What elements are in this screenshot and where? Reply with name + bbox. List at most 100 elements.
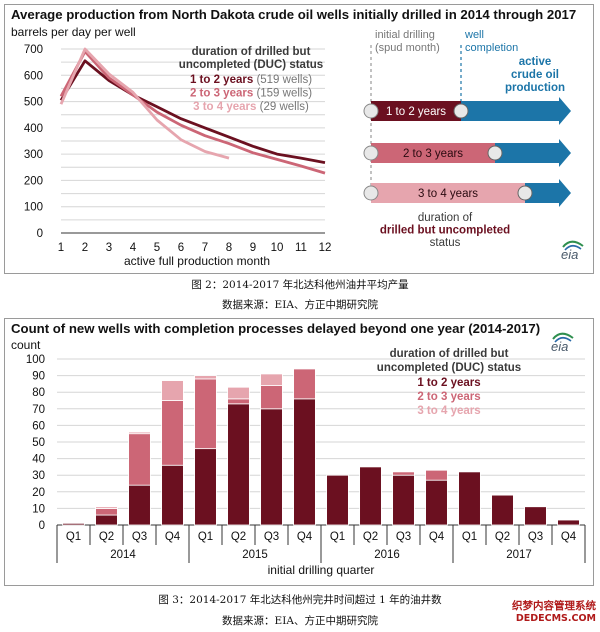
chart2-bar-segment-3 (128, 431, 151, 435)
chart2-y-tick-label: 30 (32, 470, 45, 482)
chart1-x-tick-label: 6 (178, 242, 184, 254)
delayed-wells-bar-chart: 0 10 20 30 40 50 60 70 80 90 100 Q1 Q2 Q3 Q4 Q1 Q2 Q3 Q4 Q1… (26, 332, 586, 577)
chart2-x-tick-label: Q4 (165, 531, 181, 543)
chart2-bar-segment-2 (227, 398, 250, 405)
chart2-bar-segment-1 (326, 474, 349, 526)
chart2-bar-segment-1 (491, 494, 514, 526)
diagram-active-label-line1: active (519, 56, 552, 68)
chart1-legend-name: 2 to 3 years (190, 88, 256, 100)
chart1-legend-title-line2: uncompleted (DUC) status (179, 59, 323, 71)
chart2-x-tick-label: Q4 (429, 531, 445, 543)
chart1-y-tick-label: 100 (24, 202, 43, 214)
chart1-y-tick-label: 200 (24, 175, 43, 187)
chart1-y-tick-label: 400 (24, 123, 43, 135)
eia-logo-chart1: eia (561, 240, 584, 262)
chart2-bar-segment-1 (62, 522, 85, 526)
chart2-x-tick-label: Q3 (396, 531, 411, 543)
chart1-x-tick-label: 8 (226, 242, 232, 254)
chart2-bar-segment-1 (161, 464, 184, 526)
chart1-x-tick-label: 4 (130, 242, 137, 254)
diagram-completion-marker-1 (453, 103, 469, 119)
chart2-bar-segment-1 (458, 471, 481, 526)
chart1-series-line-3 (59, 47, 230, 160)
chart2-legend-title-line1: duration of drilled but (390, 348, 509, 360)
chart1-x-tick-label: 9 (250, 242, 256, 254)
site-watermark: 织梦内容管理系统 DEDECMS.COM (512, 598, 596, 624)
chart2-bar-segment-2 (425, 469, 448, 481)
chart2-bar-segment-3 (95, 506, 118, 509)
chart2-bar-segment-2 (128, 433, 151, 486)
figure3-source: 数据来源：EIA、方正中期研究院 (222, 615, 378, 627)
chart2-x-tick-label: Q4 (297, 531, 313, 543)
chart2-y-tick-label: 60 (32, 420, 45, 432)
chart1-legend-name: 1 to 2 years (190, 74, 256, 86)
chart1-y-axis-label: barrels per day per well (11, 25, 136, 39)
diagram-duc-bar-1 (371, 101, 461, 121)
chart2-x-tick-label: Q4 (561, 531, 577, 543)
chart2-bar-segment-1 (392, 474, 415, 526)
chart2-legend-entry-2: 2 to 3 years (417, 391, 480, 403)
diagram-production-arrow-3 (525, 179, 571, 207)
chart2-bar-segment-2 (392, 471, 415, 476)
chart2-bar-segment-1 (359, 466, 382, 526)
eia-logo-chart2: eia (551, 332, 574, 354)
watermark-line1: 织梦内容管理系统 (512, 600, 596, 612)
chart1-x-tick-label: 5 (154, 242, 160, 254)
chart2-y-axis-label: count (11, 338, 41, 352)
diagram-completion-marker-3 (517, 185, 533, 201)
diagram-spud-marker-2 (363, 145, 379, 161)
diagram-production-arrow-1 (461, 97, 571, 125)
chart1-y-tick-label: 300 (24, 149, 43, 161)
diagram-production-arrow-2 (495, 139, 571, 167)
chart2-bar-segment-2 (293, 368, 316, 400)
chart2-x-tick-label: Q3 (132, 531, 147, 543)
production-chart-panel: Average production from North Dakota cru… (4, 4, 594, 274)
chart2-legend-title-line2: uncompleted (DUC) status (377, 362, 521, 374)
chart1-legend-count: (519 wells) (256, 74, 312, 86)
chart2-bar-segment-1 (524, 506, 547, 526)
chart1-y-tick-label: 0 (37, 228, 43, 240)
chart2-x-tick-label: Q1 (462, 531, 477, 543)
chart2-y-tick-label: 80 (32, 387, 45, 399)
diagram-spud-marker-1 (363, 103, 379, 119)
chart1-y-tick-label: 600 (24, 70, 43, 82)
chart1-legend-entry-1: 1 to 2 years (519 wells) (190, 74, 312, 86)
eia-logo-chart2-arc-green (552, 332, 574, 340)
eia-logo-chart1-arc-blue (564, 244, 582, 251)
chart2-x-tick-label: Q2 (495, 531, 510, 543)
figure2-caption: 图 2：2014-2017 年北达科他州油井平均产量 (191, 279, 409, 291)
diagram-duc-bar-label-3: 3 to 4 years (418, 188, 478, 200)
chart2-year-label: 2017 (506, 549, 532, 561)
diagram-duc-bar-label-2: 2 to 3 years (403, 148, 463, 160)
chart1-legend-title-line1: duration of drilled but (192, 46, 311, 58)
chart1-x-tick-label: 12 (319, 242, 332, 254)
chart2-y-tick-label: 20 (32, 487, 45, 499)
chart2-y-tick-label: 100 (26, 354, 45, 366)
diagram-duc-bar-2 (371, 143, 495, 163)
chart2-x-tick-label: Q3 (264, 531, 279, 543)
chart2-x-tick-label: Q2 (363, 531, 378, 543)
diagram-completion-marker-2 (487, 145, 503, 161)
chart1-legend-count: (159 wells) (256, 88, 312, 100)
figure3-caption: 图 3：2014-2017 年北达科他州完井时间超过 1 年的油井数 (158, 594, 442, 606)
chart2-bar-segment-2 (194, 378, 217, 450)
diagram-duc-bar-3 (371, 183, 525, 203)
chart1-legend-name: 3 to 4 years (193, 101, 259, 113)
chart2-x-tick-label: Q1 (198, 531, 213, 543)
chart1-legend-entry-3: 3 to 4 years (29 wells) (193, 101, 309, 113)
chart1-y-tick-label: 700 (24, 44, 43, 56)
chart1-x-tick-label: 10 (271, 242, 284, 254)
chart1-series-line-1 (59, 59, 326, 164)
chart2-bar-segment-1 (557, 519, 580, 526)
chart2-bar-segment-2 (161, 400, 184, 466)
chart2-x-tick-label: Q3 (528, 531, 543, 543)
chart1-x-axis-label: active full production month (124, 254, 270, 268)
chart2-y-tick-label: 50 (32, 437, 45, 449)
diagram-active-label-line2: crude oil (511, 69, 559, 81)
eia-logo-chart2-text: eia (551, 339, 568, 354)
chart2-y-tick-label: 70 (32, 404, 45, 416)
chart2-x-tick-label: Q2 (99, 531, 114, 543)
eia-logo-chart1-arc-green (562, 240, 584, 248)
chart1-x-tick-label: 3 (106, 242, 112, 254)
